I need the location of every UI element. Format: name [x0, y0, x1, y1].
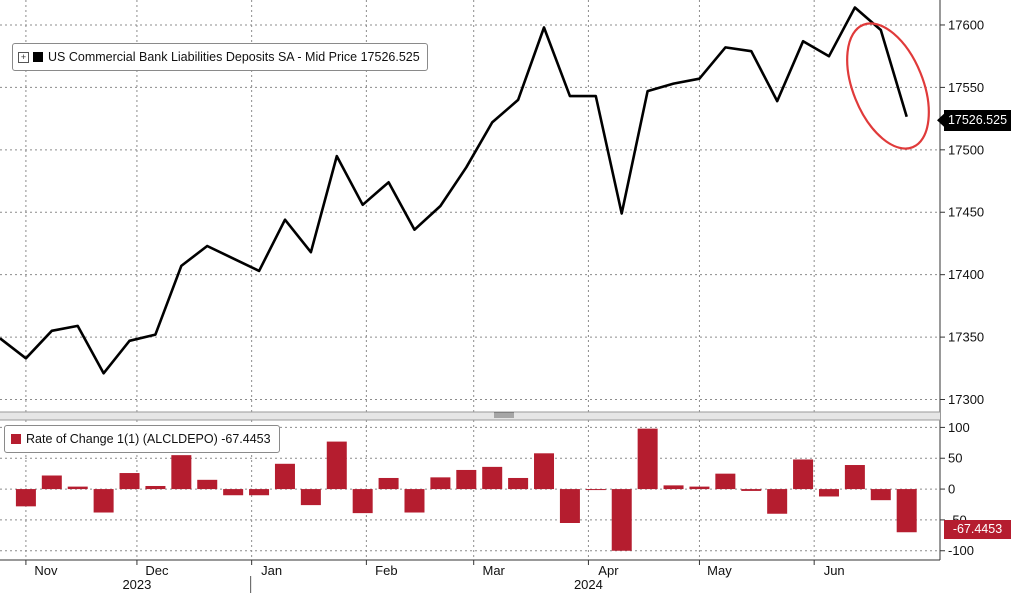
black-swatch-icon	[33, 52, 43, 62]
top-y-axis-ticks: 17300 17350 17400 17450 17500 17550 17600	[940, 17, 984, 407]
roc-bar	[15, 489, 36, 507]
roc-bar	[741, 489, 762, 491]
roc-bar	[534, 453, 555, 490]
last-value-tag-top: 17526.525	[944, 109, 1011, 131]
roc-bar	[482, 466, 503, 490]
roc-bar	[585, 489, 606, 491]
roc-bar	[197, 479, 218, 490]
x-year-label: 2023	[122, 577, 151, 592]
roc-bar	[663, 485, 684, 490]
y-tick-label: 17350	[948, 330, 984, 345]
top-legend-label: US Commercial Bank Liabilities Deposits …	[48, 50, 420, 64]
x-month-label: Dec	[145, 563, 169, 578]
roc-bar	[715, 473, 736, 490]
panel-divider[interactable]	[0, 412, 940, 420]
x-month-label: Nov	[34, 563, 58, 578]
roc-bar	[171, 455, 192, 490]
roc-bar	[689, 486, 710, 490]
top-panel-grid	[0, 0, 940, 412]
y-tick-label: 0	[948, 482, 955, 497]
roc-bar	[223, 489, 244, 496]
roc-bar	[818, 489, 839, 497]
y-tick-label: 17400	[948, 267, 984, 282]
roc-bar	[611, 489, 632, 551]
roc-bar	[119, 473, 140, 490]
roc-bar	[844, 465, 865, 490]
roc-bar	[67, 486, 88, 490]
y-tick-label: 17550	[948, 80, 984, 95]
y-tick-label: 17300	[948, 392, 984, 407]
y-tick-label: 17600	[948, 17, 984, 32]
x-month-label: Jan	[261, 563, 282, 578]
roc-bar	[767, 489, 788, 514]
roc-bar	[870, 489, 891, 501]
y-tick-label: 50	[948, 451, 962, 466]
bottom-legend-label: Rate of Change 1(1) (ALCLDEPO) -67.4453	[26, 432, 271, 446]
roc-bar	[93, 489, 114, 513]
red-swatch-icon	[11, 434, 21, 444]
roc-bar	[430, 477, 451, 490]
y-tick-label: -100	[948, 543, 974, 558]
last-value-notch-top	[937, 113, 944, 127]
x-month-label: May	[707, 563, 732, 578]
x-month-label: Jun	[824, 563, 845, 578]
bottom-legend[interactable]: Rate of Change 1(1) (ALCLDEPO) -67.4453	[4, 425, 280, 453]
roc-bar	[404, 489, 425, 513]
x-year-label: 2024	[574, 577, 603, 592]
highlight-ellipse	[846, 22, 930, 150]
roc-bar	[896, 489, 917, 533]
axes	[0, 0, 944, 561]
last-value-tag-bottom: -67.4453	[944, 520, 1011, 539]
y-tick-label: 17450	[948, 205, 984, 220]
top-legend[interactable]: + US Commercial Bank Liabilities Deposit…	[12, 43, 428, 71]
roc-bar	[326, 441, 347, 490]
roc-bar	[456, 469, 477, 490]
y-tick-label: 100	[948, 420, 970, 435]
roc-bar	[274, 463, 295, 490]
roc-bar	[249, 489, 270, 496]
roc-bar	[378, 477, 399, 490]
roc-bar	[793, 459, 814, 490]
x-month-label: Feb	[375, 563, 397, 578]
roc-bar	[145, 485, 166, 490]
roc-bar	[637, 428, 658, 490]
roc-bar	[41, 475, 62, 490]
y-tick-label: 17500	[948, 142, 984, 157]
roc-bar	[508, 477, 529, 490]
x-month-label: Mar	[483, 563, 506, 578]
roc-bar	[352, 489, 373, 514]
x-axis-ticks: Nov Dec Jan Feb Mar Apr May Jun 2023 2024	[25, 560, 845, 593]
deposits-line	[0, 6, 908, 375]
roc-bar	[559, 489, 580, 523]
roc-bar	[300, 489, 321, 506]
x-month-label: Apr	[598, 563, 619, 578]
roc-bars	[15, 428, 917, 551]
expand-icon[interactable]: +	[18, 51, 29, 63]
